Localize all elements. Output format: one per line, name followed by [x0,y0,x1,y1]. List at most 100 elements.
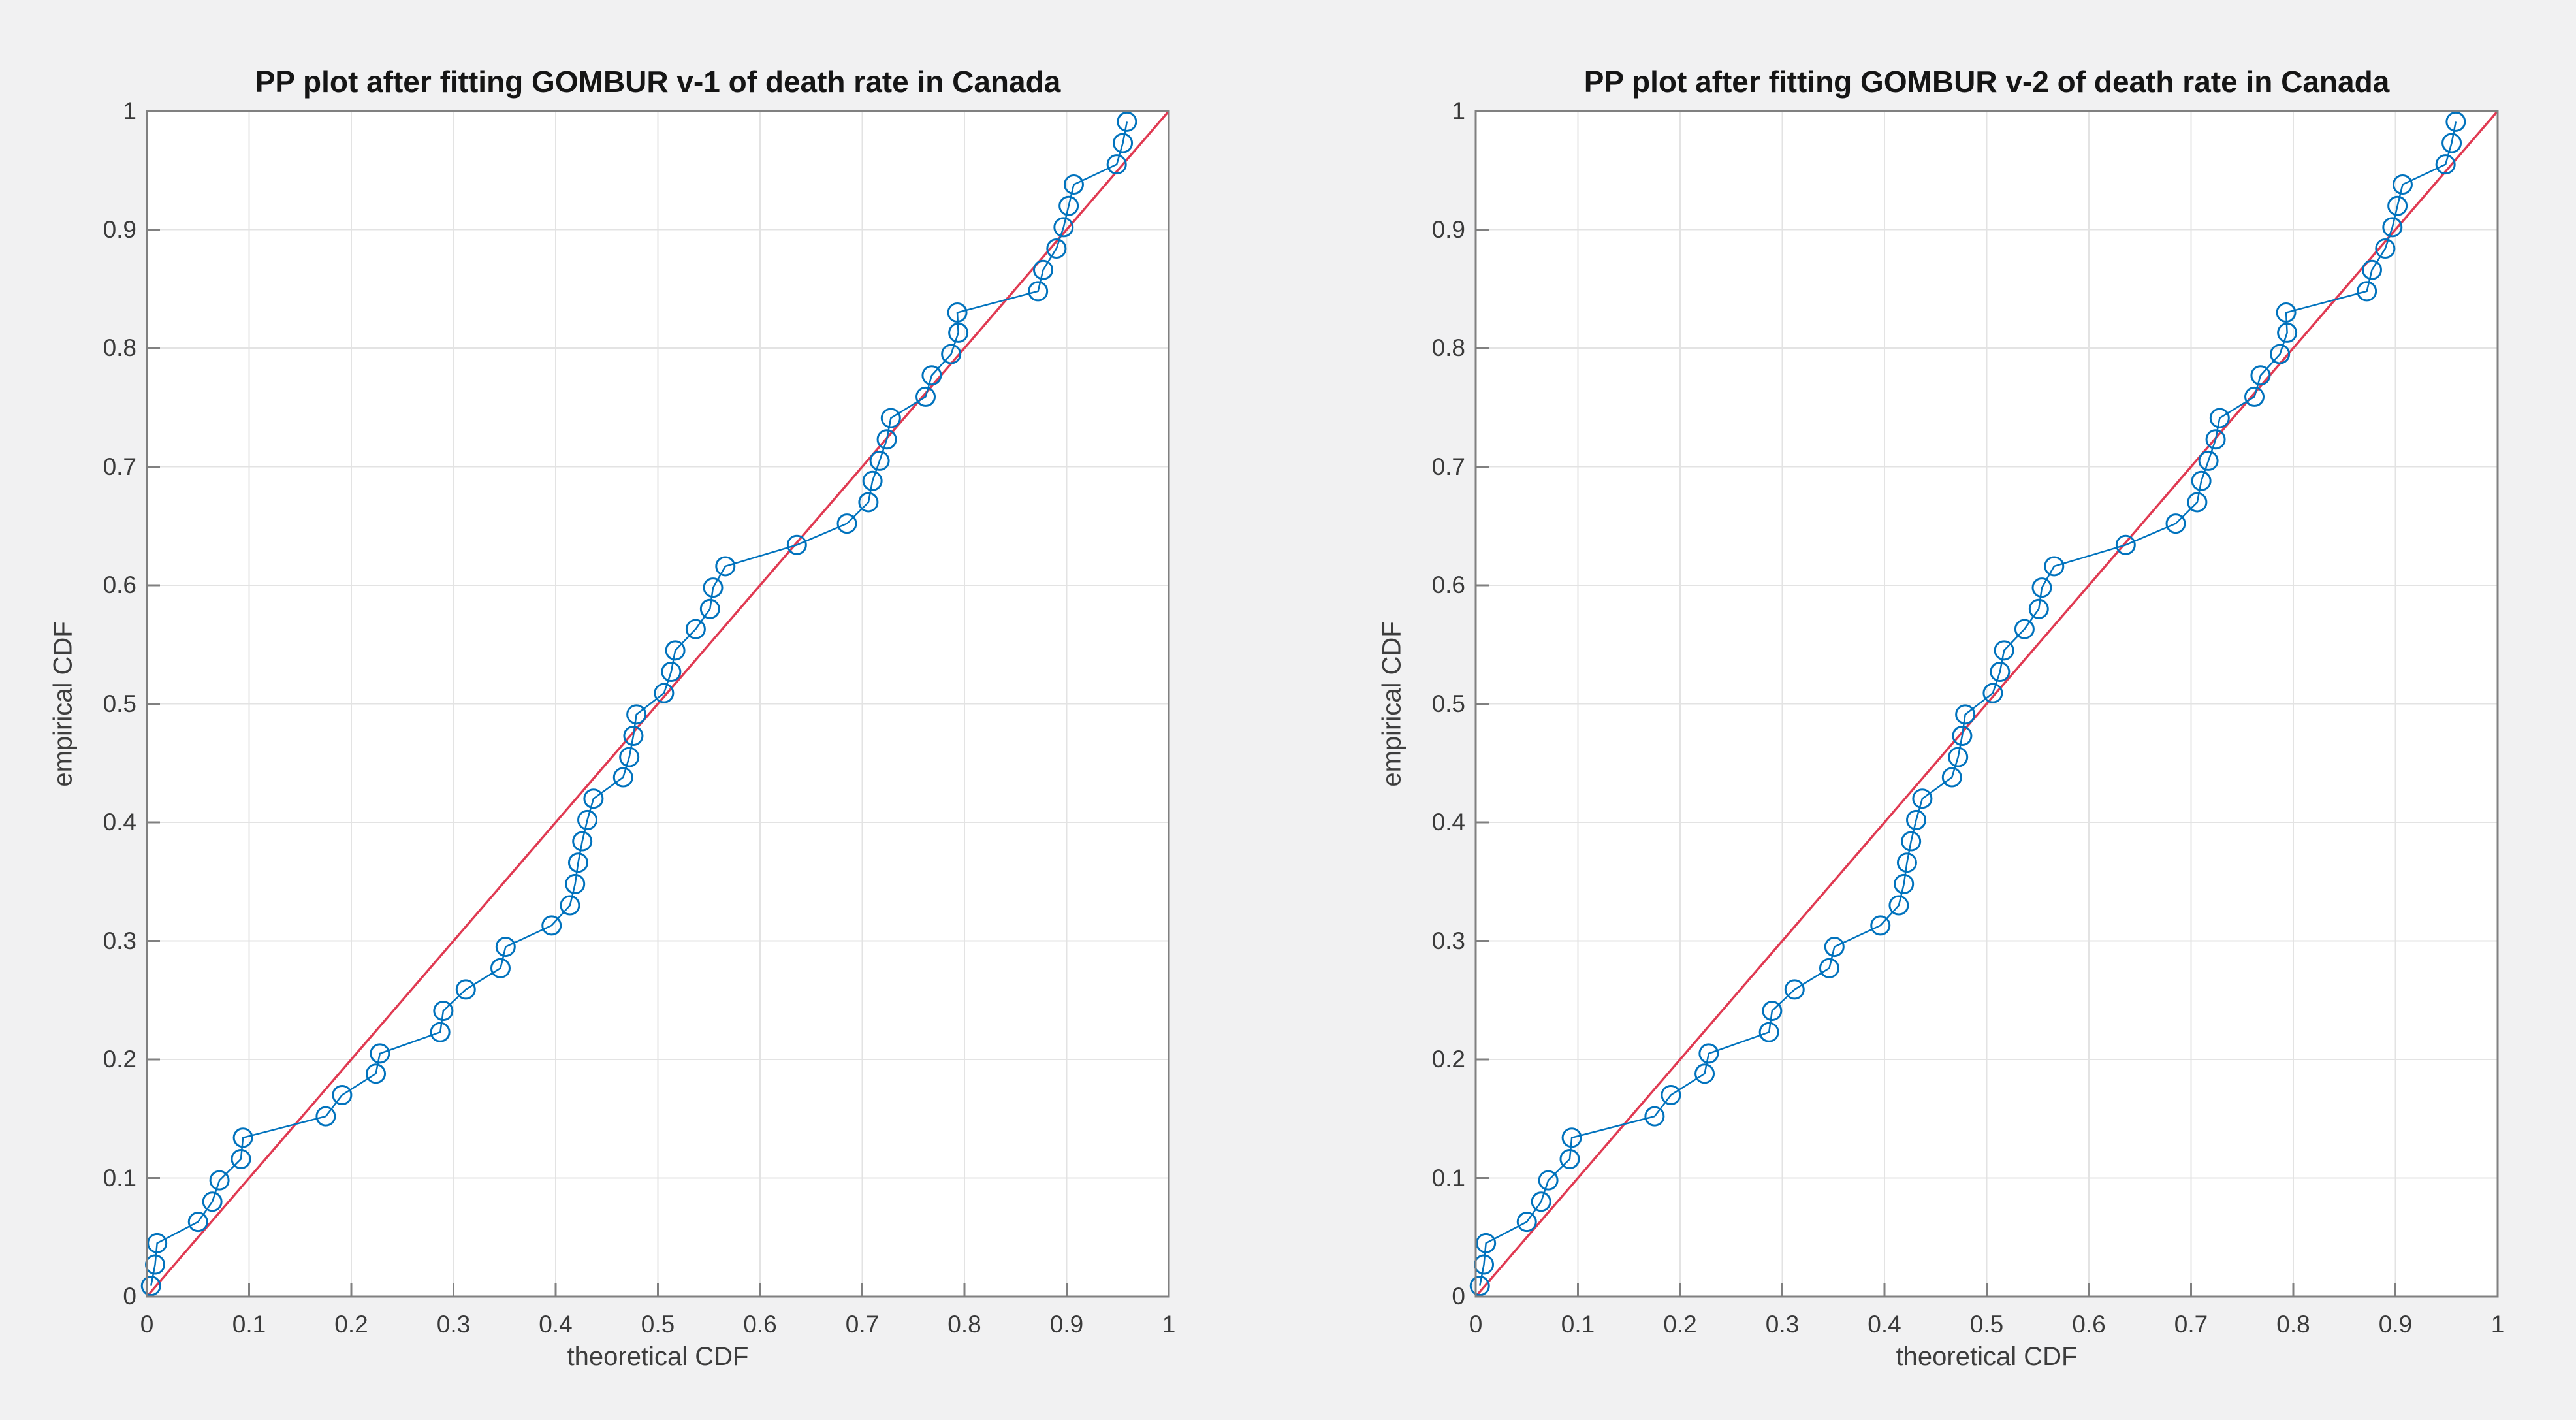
data-point-marker [1661,1084,1681,1105]
data-point-marker [1033,259,1054,280]
y-tick-label: 0.2 [103,1046,136,1073]
y-tick-label: 1 [1452,97,1465,124]
y-tick-label: 0.5 [103,690,136,717]
data-point-marker [2209,408,2230,428]
x-axis-label: theoretical CDF [567,1342,749,1371]
data-point-marker [1952,726,1973,747]
data-point-marker [209,1170,230,1191]
data-point-marker [1046,238,1067,259]
data-point-marker [1106,154,1127,175]
x-tick-label: 0 [1469,1311,1483,1338]
x-axis-label: theoretical CDF [1896,1342,2078,1371]
y-tick-label: 0.5 [1431,690,1465,717]
data-point-marker [560,895,580,916]
series-line [1479,121,2457,1286]
data-point-marker [2392,174,2413,195]
data-point-marker [577,809,598,830]
data-point-marker [1906,809,1927,830]
x-tick-label: 0.5 [1969,1311,2004,1338]
data-point-marker [2205,429,2226,450]
y-tick-label: 0.3 [103,927,136,954]
data-point-marker [1698,1043,1719,1064]
x-tick-label: 0.2 [1663,1311,1697,1338]
data-point-marker [1516,1212,1537,1233]
data-point-marker [703,577,724,598]
tick-marks [146,110,1170,1298]
x-tick-label: 0.1 [1561,1311,1595,1338]
y-tick-label: 1 [123,97,136,124]
data-point-marker [880,408,901,428]
data-point-marker [2445,111,2466,132]
plot-area [140,110,1170,1298]
data-point-marker [2198,450,2219,471]
x-tick-label: 0.4 [1868,1311,1901,1338]
x-tick-label: 0.3 [436,1311,471,1338]
data-point-marker [1941,767,1962,788]
data-point-marker [1644,1106,1665,1127]
data-point-marker [370,1043,390,1064]
y-tick-label: 0.6 [103,572,136,598]
data-point-marker [1758,1022,1779,1042]
x-tick-label: 0.5 [641,1311,675,1338]
x-tick-label: 0.2 [334,1311,368,1338]
data-point-marker [202,1191,223,1212]
data-point-marker [231,1148,251,1169]
x-tick-label: 0.3 [1765,1311,1800,1338]
data-point-marker [315,1106,336,1127]
data-point-marker [1117,111,1137,132]
data-point-marker [572,831,593,852]
x-tick-label: 1 [2490,1311,2505,1338]
data-point-marker [1819,958,1839,978]
data-point-marker [2191,470,2212,491]
data-point-marker [948,322,969,343]
y-tick-label: 0.4 [1431,809,1465,835]
data-point-marker [490,958,511,978]
data-point-marker [1063,174,1084,195]
data-point-marker [661,661,682,682]
x-tick-label: 0.7 [2174,1311,2208,1338]
data-point-marker [858,492,879,513]
y-tick-label: 0.7 [103,453,136,480]
data-point-marker [332,1084,353,1105]
plot-area [1469,110,2499,1298]
data-point-marker [187,1212,208,1233]
data-point-marker [2115,534,2136,555]
y-tick-label: 0.6 [1431,572,1465,598]
data-point-marker [455,979,476,1000]
y-axis-label: empirical CDF [1377,621,1407,787]
y-tick-label: 0.2 [1431,1046,1465,1073]
data-point-marker [1888,895,1909,916]
data-point-marker [2357,281,2377,302]
data-point-marker [147,1233,168,1253]
data-point-marker [1896,852,1917,873]
y-tick-label: 0.9 [1431,216,1465,243]
data-point-marker [1561,1127,1582,1148]
data-point-marker [541,915,562,936]
data-point-marker [1469,1276,1490,1297]
data-point-marker [2435,154,2456,175]
data-point-marker [2044,556,2065,577]
data-point-marker [1982,683,2003,703]
data-point-marker [619,747,640,767]
x-tick-label: 0.6 [2072,1311,2106,1338]
x-tick-label: 0.9 [2378,1311,2413,1338]
data-point-marker [2165,513,2186,534]
data-point-marker [1559,1148,1580,1169]
y-tick-label: 0.8 [1431,334,1465,361]
data-point-marker [2250,365,2271,386]
data-point-marker [140,1276,161,1297]
data-point-marker [1784,979,1805,1000]
data-point-marker [2187,492,2208,513]
data-point-marker [495,937,516,958]
x-tick-label: 0.1 [232,1311,266,1338]
data-point-marker [2270,344,2291,364]
x-tick-label: 0.7 [845,1311,880,1338]
x-tick-label: 0.4 [539,1311,573,1338]
data-point-marker [1994,640,2014,661]
data-point-marker [869,450,890,471]
y-tick-label: 0.9 [103,216,136,243]
x-tick-label: 1 [1162,1311,1176,1338]
data-point-marker [1912,788,1933,809]
y-tick-label: 0 [123,1283,136,1310]
data-point-marker [685,619,706,639]
